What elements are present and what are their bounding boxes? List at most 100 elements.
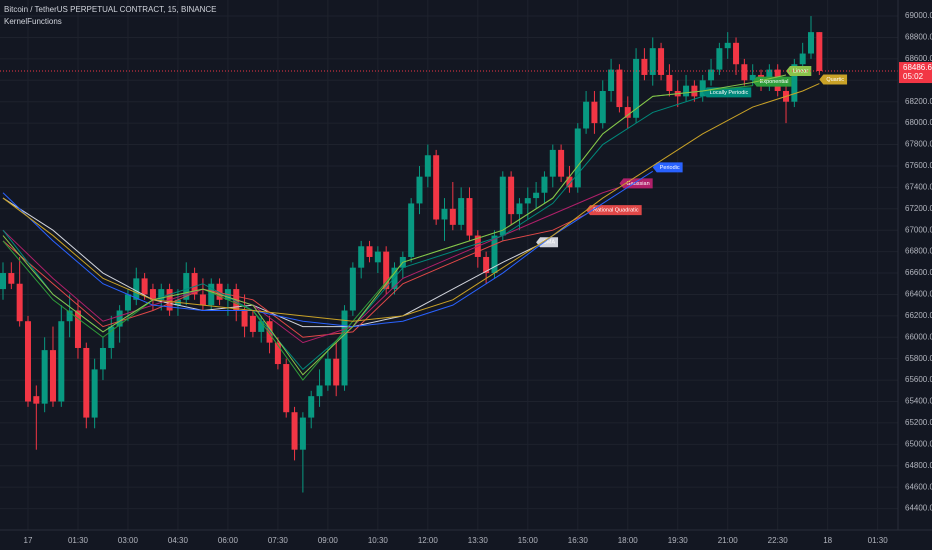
candle-body xyxy=(258,321,265,332)
x-tick-label: 13:30 xyxy=(468,536,489,545)
candle-body xyxy=(266,321,273,343)
candle-body xyxy=(433,155,440,220)
candle-body xyxy=(591,101,598,124)
x-tick-label: 10:30 xyxy=(368,536,389,545)
candle-body xyxy=(124,294,131,311)
candle-body xyxy=(16,283,23,322)
x-tick-label: 04:30 xyxy=(168,536,189,545)
candle-body xyxy=(99,347,106,370)
last-price-label: 68486.6 xyxy=(903,63,932,72)
y-tick-label: 65200.0 xyxy=(905,418,932,427)
candle-body xyxy=(366,246,373,257)
candle-body xyxy=(349,267,356,311)
candle-body xyxy=(149,289,156,300)
candle-body xyxy=(83,347,90,418)
y-tick-label: 68600.0 xyxy=(905,54,932,63)
kernel-label: Quartic xyxy=(826,77,844,83)
candle-body xyxy=(808,32,815,54)
candle-body xyxy=(491,235,498,274)
candle-body xyxy=(241,310,248,327)
candle-body xyxy=(558,149,565,177)
candle-body xyxy=(58,321,65,402)
x-tick-label: 07:30 xyxy=(268,536,289,545)
kernel-label-box xyxy=(619,178,653,189)
y-tick-label: 66200.0 xyxy=(905,311,932,320)
kernel-label: Gaussian xyxy=(626,181,649,187)
kernel-line xyxy=(2,83,820,322)
candle-body xyxy=(741,64,748,81)
candle-body xyxy=(724,42,731,49)
candle-body xyxy=(324,358,331,386)
candle-body xyxy=(116,310,123,327)
kernel-label: Periodic xyxy=(660,165,680,171)
plot: SMA Rational Quadratic Gaussian Periodic Loc… xyxy=(0,16,898,493)
candle-body xyxy=(541,176,548,193)
candle-body xyxy=(608,69,615,92)
candle-body xyxy=(791,64,798,102)
last-price-tag xyxy=(899,62,932,84)
y-tick-label: 67200.0 xyxy=(905,204,932,213)
candle-body xyxy=(624,107,631,118)
candle-body xyxy=(449,208,456,225)
candle-body xyxy=(316,385,323,397)
candle-body xyxy=(8,273,15,284)
candle-body xyxy=(533,192,540,199)
candle-body xyxy=(583,101,590,129)
candle-body xyxy=(74,310,81,348)
kernel-line xyxy=(2,74,787,376)
candle-body xyxy=(108,326,115,348)
candle-body xyxy=(649,48,656,75)
candle-body xyxy=(658,48,665,75)
candle-body xyxy=(633,58,640,118)
y-tick-label: 69000.0 xyxy=(905,11,932,20)
y-tick-label: 66600.0 xyxy=(905,268,932,277)
y-tick-label: 66800.0 xyxy=(905,247,932,256)
candle-body xyxy=(549,149,556,177)
candle-body xyxy=(466,198,473,236)
kernel-label: Locally Periodic xyxy=(710,90,749,96)
candle-body xyxy=(24,321,31,402)
candle-body xyxy=(274,342,281,365)
axes: 64400.0 64600.0 64800.0 65000.0 65200.0 65400… xyxy=(24,11,932,545)
candle-body xyxy=(691,85,698,97)
y-tick-label: 67400.0 xyxy=(905,182,932,191)
candle-body xyxy=(708,69,715,81)
candle-body xyxy=(666,74,673,92)
candle-body xyxy=(749,74,756,81)
candle-body xyxy=(424,155,431,177)
countdown-label: 05:02 xyxy=(903,72,924,81)
candle-body xyxy=(191,273,198,295)
kernel-line xyxy=(2,186,620,344)
x-tick-label: 12:00 xyxy=(418,536,439,545)
candle-body xyxy=(391,267,398,290)
kernel-label: Exponential xyxy=(760,79,789,85)
y-tick-label: 68800.0 xyxy=(905,33,932,42)
kernel-line xyxy=(2,213,587,338)
candle-body xyxy=(616,69,623,108)
candle-body xyxy=(458,198,465,225)
kernel-label: SMA xyxy=(543,240,555,246)
candle-body xyxy=(249,315,256,332)
candle-body xyxy=(333,358,340,386)
y-tick-label: 66000.0 xyxy=(905,332,932,341)
candle-body xyxy=(299,417,306,450)
y-tick-label: 67800.0 xyxy=(905,140,932,149)
x-tick-label: 16:30 xyxy=(568,536,589,545)
candle-body xyxy=(41,350,48,404)
y-tick-label: 66400.0 xyxy=(905,290,932,299)
candle-body xyxy=(416,176,423,204)
x-tick-label: 17 xyxy=(24,536,33,545)
kernel-label: Rational Quadratic xyxy=(593,208,639,214)
candle-body xyxy=(599,91,606,124)
y-tick-label: 65400.0 xyxy=(905,397,932,406)
candle-body xyxy=(441,208,448,220)
x-tick-label: 09:00 xyxy=(318,536,339,545)
y-tick-label: 68200.0 xyxy=(905,97,932,106)
y-tick-label: 65000.0 xyxy=(905,439,932,448)
x-tick-label: 01:30 xyxy=(868,536,889,545)
x-tick-label: 06:00 xyxy=(218,536,239,545)
y-tick-label: 65800.0 xyxy=(905,354,932,363)
kernel-label-box xyxy=(752,76,792,87)
